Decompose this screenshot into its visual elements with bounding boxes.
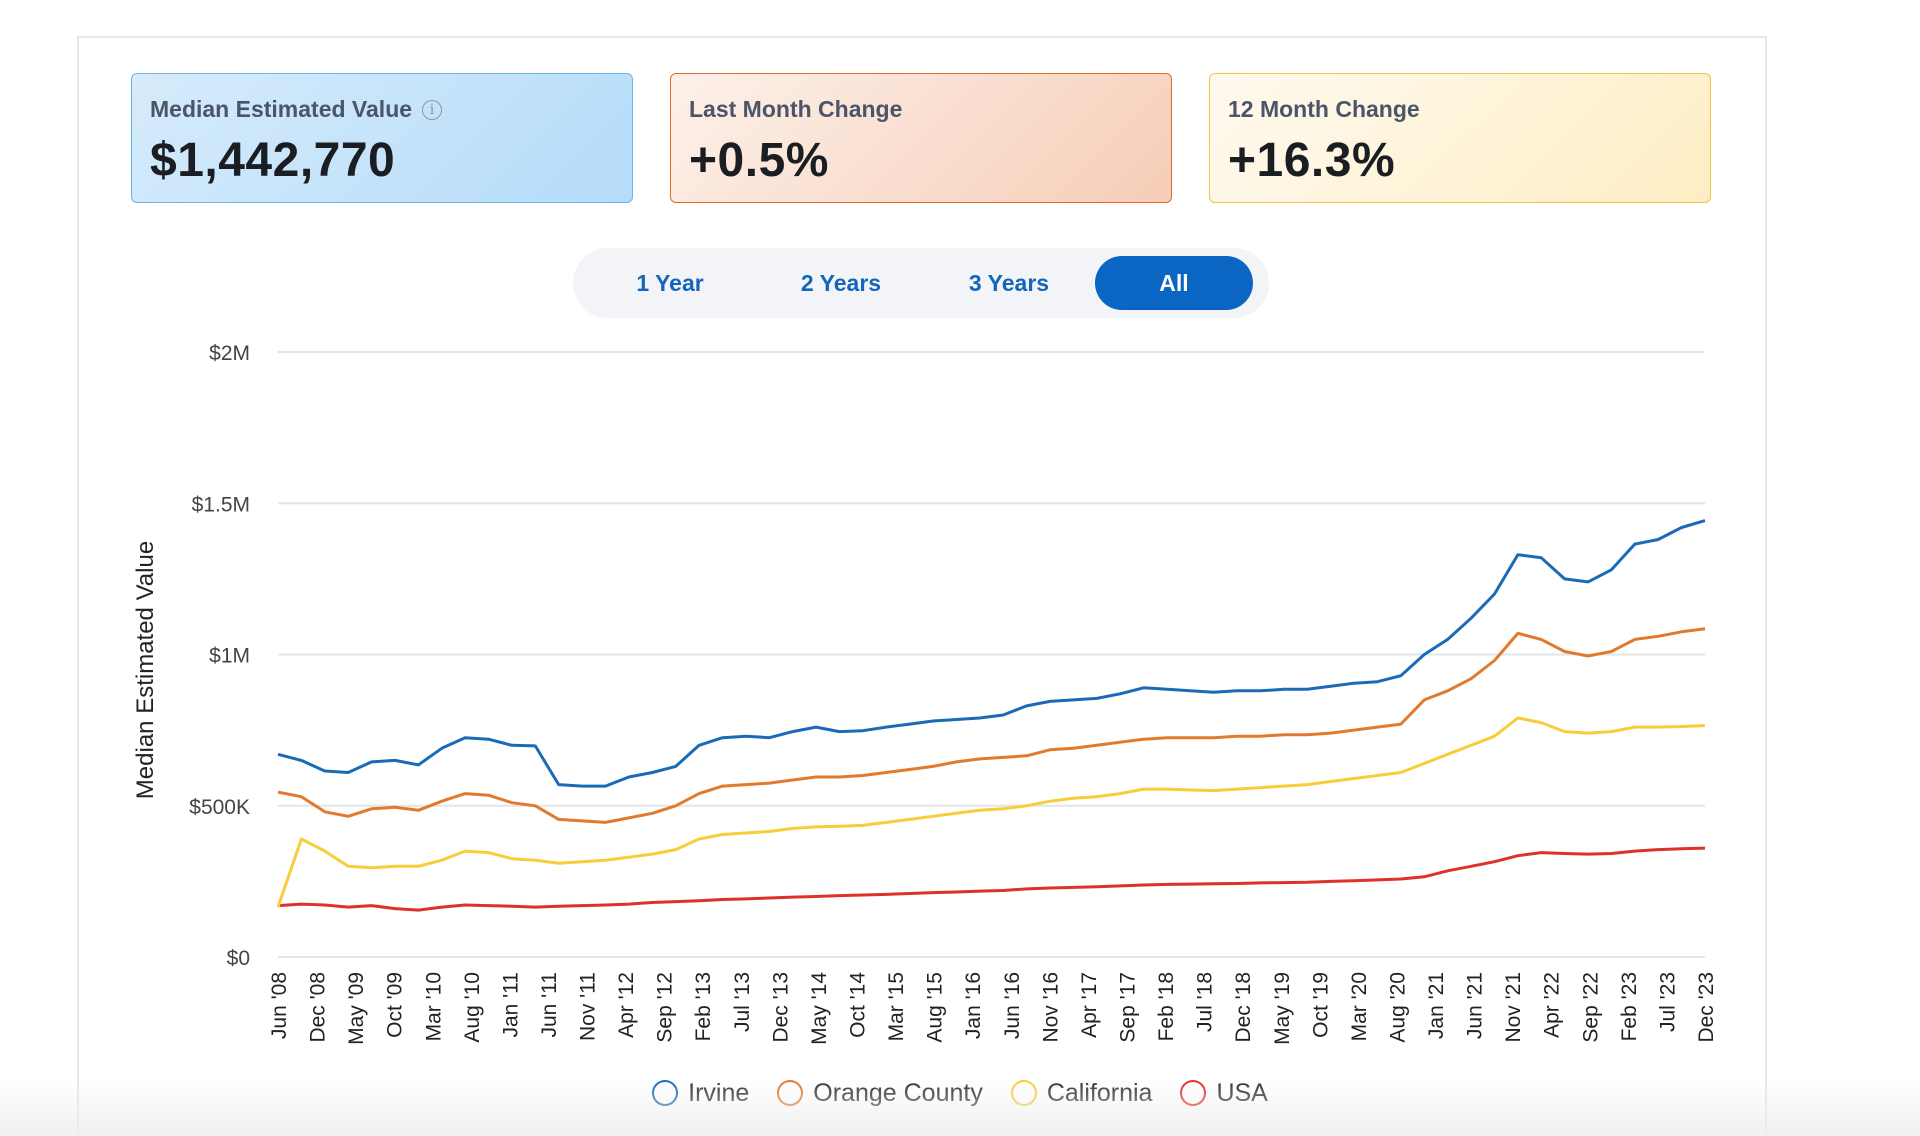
legend-label: Orange County [813,1078,983,1107]
legend-marker [1180,1080,1207,1106]
legend-item-irvine[interactable]: Irvine [652,1079,749,1108]
stat-value: +0.5% [689,134,829,187]
time-range-selector: 1 Year 2 Years 3 Years All [573,248,1269,318]
tab-1-year[interactable]: 1 Year [636,269,704,296]
tab-3-years[interactable]: 3 Years [968,269,1050,296]
info-icon[interactable]: i [422,99,443,120]
legend-item-california[interactable]: California [1010,1078,1153,1108]
legend-label: California [1046,1078,1153,1107]
stat-label: Median Estimated Value [150,96,413,122]
stat-value: +16.3% [1228,134,1396,187]
legend-marker [777,1080,804,1106]
median-estimated-value-card: Median Estimated Value i $1,442,770 [131,73,633,203]
legend-label: USA [1216,1078,1268,1107]
stat-value: $1,442,770 [150,134,396,187]
last-month-change-card: Last Month Change +0.5% [670,73,1172,203]
legend: Irvine Orange County California USA [0,1075,1920,1111]
legend-item-orange-county[interactable]: Orange County [777,1079,983,1108]
legend-marker [652,1080,679,1106]
stat-label: Last Month Change [689,96,903,122]
legend-item-usa[interactable]: USA [1180,1078,1268,1108]
tab-all[interactable]: All [1095,256,1253,310]
legend-marker [1010,1080,1037,1106]
twelve-month-change-card: 12 Month Change +16.3% [1209,73,1711,203]
legend-label: Irvine [688,1078,750,1107]
tab-2-years[interactable]: 2 Years [800,269,882,296]
stat-label: 12 Month Change [1228,96,1420,122]
